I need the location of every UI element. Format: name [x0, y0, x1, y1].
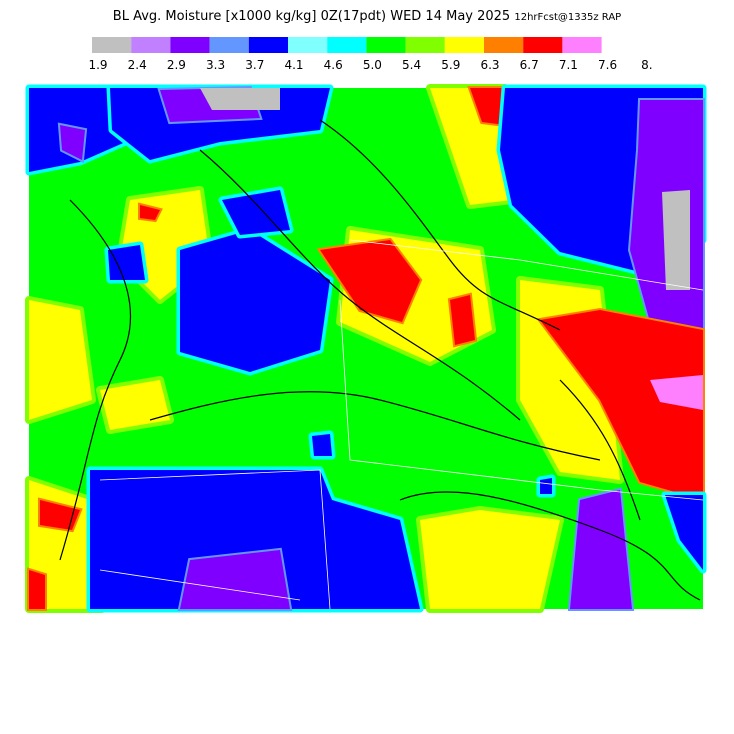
map-subtitle: 12hrFcst@1335z RAP — [514, 12, 622, 23]
scale-label: 1.9 — [88, 58, 107, 72]
color-swatch — [288, 37, 328, 53]
moisture-field — [25, 84, 707, 613]
color-swatch — [248, 37, 288, 53]
title-bar: BL Avg. Moisture [x1000 kg/kg] 0Z(17pdt)… — [0, 9, 734, 24]
color-swatch — [562, 37, 602, 53]
scale-label: 5.9 — [441, 58, 460, 72]
scale-label: 2.9 — [167, 58, 186, 72]
scale-label: 6.3 — [480, 58, 499, 72]
contours — [59, 119, 704, 610]
scale-label: 2.4 — [128, 58, 147, 72]
color-swatch — [444, 37, 484, 53]
scale-label: 7.1 — [559, 58, 578, 72]
color-swatch — [170, 37, 210, 53]
color-scale: 1.9 2.4 2.9 3.3 3.7 4.1 4.6 5.0 5.4 5.9 6.3 6.7 7.1 7… — [88, 37, 653, 72]
map-title: BL Avg. Moisture [x1000 kg/kg] 0Z(17pdt)… — [112, 9, 511, 24]
scale-label: 6.7 — [520, 58, 539, 72]
scale-label: 7.6 — [598, 58, 617, 72]
color-swatch — [209, 37, 249, 53]
color-swatch — [366, 37, 406, 53]
scale-label: 3.7 — [245, 58, 264, 72]
scale-label: 8. — [641, 58, 652, 72]
color-swatch — [484, 37, 524, 53]
color-swatch — [327, 37, 367, 53]
color-swatch — [131, 37, 171, 53]
scale-label: 4.6 — [324, 58, 343, 72]
scale-label: 3.3 — [206, 58, 225, 72]
color-swatch — [405, 37, 445, 53]
color-swatch — [523, 37, 563, 53]
scale-label: 5.4 — [402, 58, 421, 72]
scale-label: 5.0 — [363, 58, 382, 72]
color-swatch — [92, 37, 132, 53]
scale-label: 4.1 — [284, 58, 303, 72]
map-background — [29, 88, 703, 609]
